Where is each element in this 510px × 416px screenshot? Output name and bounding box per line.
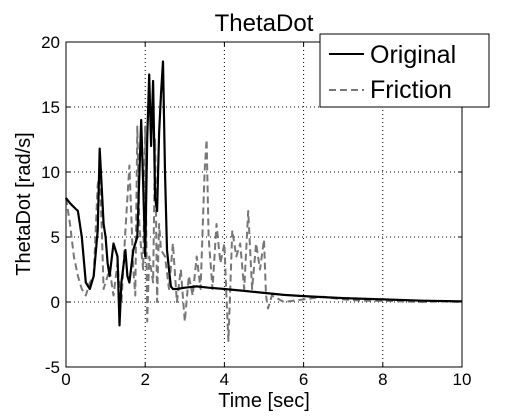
series-lines [65,60,463,342]
y-tick-label: 5 [51,228,60,247]
legend-label-friction: Friction [370,76,452,104]
legend: Original Friction [319,33,490,108]
y-tick-label: 10 [41,163,60,182]
x-tick-label: 10 [453,370,472,389]
legend-label-original: Original [370,41,456,69]
y-axis-label: ThetaDot [rad/s] [13,132,35,275]
chart-title: ThetaDot [215,10,314,37]
x-tick-label: 2 [140,370,149,389]
y-tick-label: -5 [45,358,60,377]
x-tick-label: 4 [220,370,229,389]
y-tick-label: 20 [41,33,60,52]
series-line-original [65,60,463,327]
y-tick-label: 15 [41,98,60,117]
x-tick-label: 8 [378,370,387,389]
x-axis-label: Time [sec] [218,390,310,412]
series-line-friction [65,125,463,342]
legend-box [319,33,490,108]
x-tick-label: 0 [61,370,70,389]
y-tick-label: 0 [51,293,60,312]
x-tick-label: 6 [299,370,308,389]
plot-area-frame [65,41,463,368]
